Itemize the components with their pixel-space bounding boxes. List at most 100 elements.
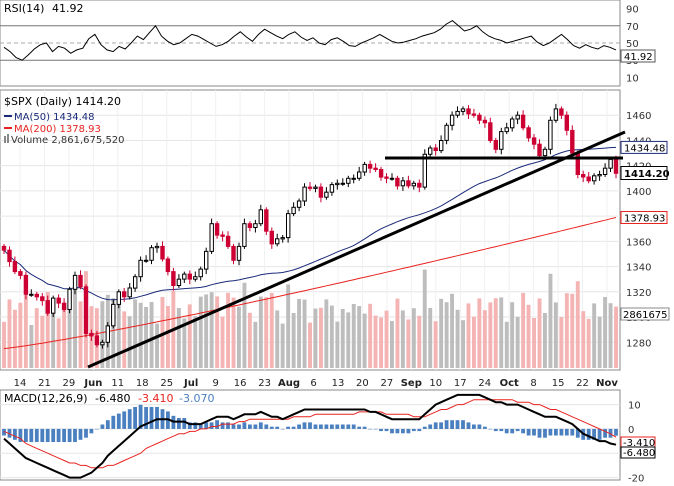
volume-bar bbox=[308, 322, 312, 368]
volume-bar bbox=[127, 316, 132, 368]
volume-bar bbox=[428, 308, 433, 368]
volume-bar bbox=[67, 296, 72, 368]
candle-body bbox=[45, 300, 50, 314]
date-tick-label: 11 bbox=[111, 378, 124, 389]
candle-body bbox=[477, 114, 482, 121]
date-tick-label: 6 bbox=[310, 378, 316, 389]
volume-bar bbox=[466, 303, 471, 368]
macd-tick-label: 0 bbox=[628, 425, 634, 436]
candle-body bbox=[444, 124, 449, 141]
candle-body bbox=[357, 171, 362, 179]
candle-body bbox=[56, 297, 61, 304]
candle-body bbox=[133, 276, 138, 289]
macd-hist-bar bbox=[548, 428, 553, 436]
volume-bar bbox=[575, 281, 580, 368]
macd-hist-bar bbox=[73, 428, 77, 442]
volume-bar bbox=[291, 313, 296, 368]
volume-bar bbox=[526, 304, 531, 368]
candle-body bbox=[351, 177, 356, 180]
candle-body bbox=[504, 127, 509, 133]
macd-hist-bar bbox=[116, 413, 121, 429]
candle-body bbox=[515, 114, 520, 120]
date-tick-label: 17 bbox=[454, 378, 467, 389]
volume-bar bbox=[400, 310, 405, 368]
volume-bar bbox=[275, 310, 280, 368]
macd-hist-bar bbox=[313, 424, 318, 429]
candle-body bbox=[460, 108, 466, 112]
macd-hist-bar bbox=[488, 428, 493, 430]
volume-bar bbox=[439, 298, 444, 368]
date-tick-label: 16 bbox=[234, 378, 247, 389]
volume-bar bbox=[56, 318, 61, 368]
date-tick-label: 14 bbox=[14, 378, 27, 389]
macd-line bbox=[3, 393, 617, 479]
candle-body bbox=[307, 186, 313, 189]
candle-body bbox=[89, 332, 94, 337]
macd-hist-bar bbox=[237, 424, 241, 429]
candle-body bbox=[72, 274, 78, 290]
candle-body bbox=[367, 163, 373, 169]
candle-body bbox=[564, 114, 569, 131]
candle-body bbox=[384, 176, 389, 179]
candle-body bbox=[510, 118, 515, 129]
macd-hist-bar bbox=[13, 428, 17, 440]
candle-body bbox=[264, 209, 269, 232]
candle-body bbox=[51, 297, 56, 314]
macd-hist-bar bbox=[597, 428, 602, 440]
candle-body bbox=[378, 169, 384, 178]
volume-bar bbox=[329, 305, 334, 368]
macd-hist-bar bbox=[105, 420, 110, 429]
volume-legend: Volume 2,861,675,520 bbox=[11, 135, 125, 146]
uptrend-line bbox=[87, 130, 626, 369]
date-tick-label: 13 bbox=[332, 378, 345, 389]
candle-body bbox=[613, 158, 619, 174]
macd-hist-bar bbox=[324, 424, 329, 429]
macd-hist-bar bbox=[586, 428, 591, 440]
volume-bar bbox=[390, 321, 394, 368]
volume-bar bbox=[182, 318, 187, 368]
volume-bar bbox=[7, 299, 12, 368]
volume-bar bbox=[149, 302, 154, 368]
candle-body bbox=[138, 259, 143, 278]
macd-hist-bar bbox=[335, 424, 340, 429]
candle-body bbox=[253, 223, 258, 228]
candle-body bbox=[209, 223, 214, 252]
macd-hist-bar bbox=[187, 422, 192, 429]
macd-signal-box-text: -3.410 bbox=[623, 438, 655, 449]
date-tick-label: 18 bbox=[136, 378, 149, 389]
candle-body bbox=[220, 234, 225, 237]
candle-body bbox=[324, 191, 329, 198]
macd-hist-bar bbox=[417, 428, 422, 432]
macd-hist-bar bbox=[56, 428, 61, 442]
macd-hist-bar bbox=[122, 411, 127, 429]
macd-hist-bar bbox=[543, 428, 547, 438]
volume-bar bbox=[144, 307, 148, 368]
macd-hist-bar bbox=[614, 428, 618, 436]
candle-body bbox=[531, 137, 537, 145]
volume-bar bbox=[493, 298, 498, 368]
macd-hist-bar bbox=[357, 426, 362, 429]
volume-bar bbox=[269, 293, 274, 368]
macd-hist-bar bbox=[379, 428, 383, 432]
volume-bar bbox=[422, 269, 427, 368]
price-tick-label: 1360 bbox=[626, 237, 651, 248]
date-tick-label: 25 bbox=[160, 378, 173, 389]
candle-body bbox=[105, 325, 110, 343]
volume-bar bbox=[603, 297, 607, 368]
macd-hist-bar bbox=[346, 424, 351, 429]
candle-body bbox=[471, 113, 477, 116]
macd-hist-bar bbox=[34, 428, 39, 442]
date-tick-label: 15 bbox=[552, 378, 565, 389]
macd-hist-bar bbox=[177, 418, 181, 429]
volume-bar bbox=[187, 304, 192, 368]
macd-hist-bar bbox=[67, 428, 72, 442]
volume-bar bbox=[18, 302, 23, 368]
date-tick-label: 10 bbox=[429, 378, 442, 389]
candle-body bbox=[236, 245, 242, 261]
date-tick-label: 22 bbox=[576, 378, 589, 389]
macd-label-macd: -6.480 bbox=[95, 392, 130, 405]
volume-bar bbox=[51, 298, 56, 368]
rsi-value-box-text: 41.92 bbox=[624, 52, 653, 63]
macd-hist-bar bbox=[95, 428, 99, 430]
candle-body bbox=[275, 238, 280, 245]
